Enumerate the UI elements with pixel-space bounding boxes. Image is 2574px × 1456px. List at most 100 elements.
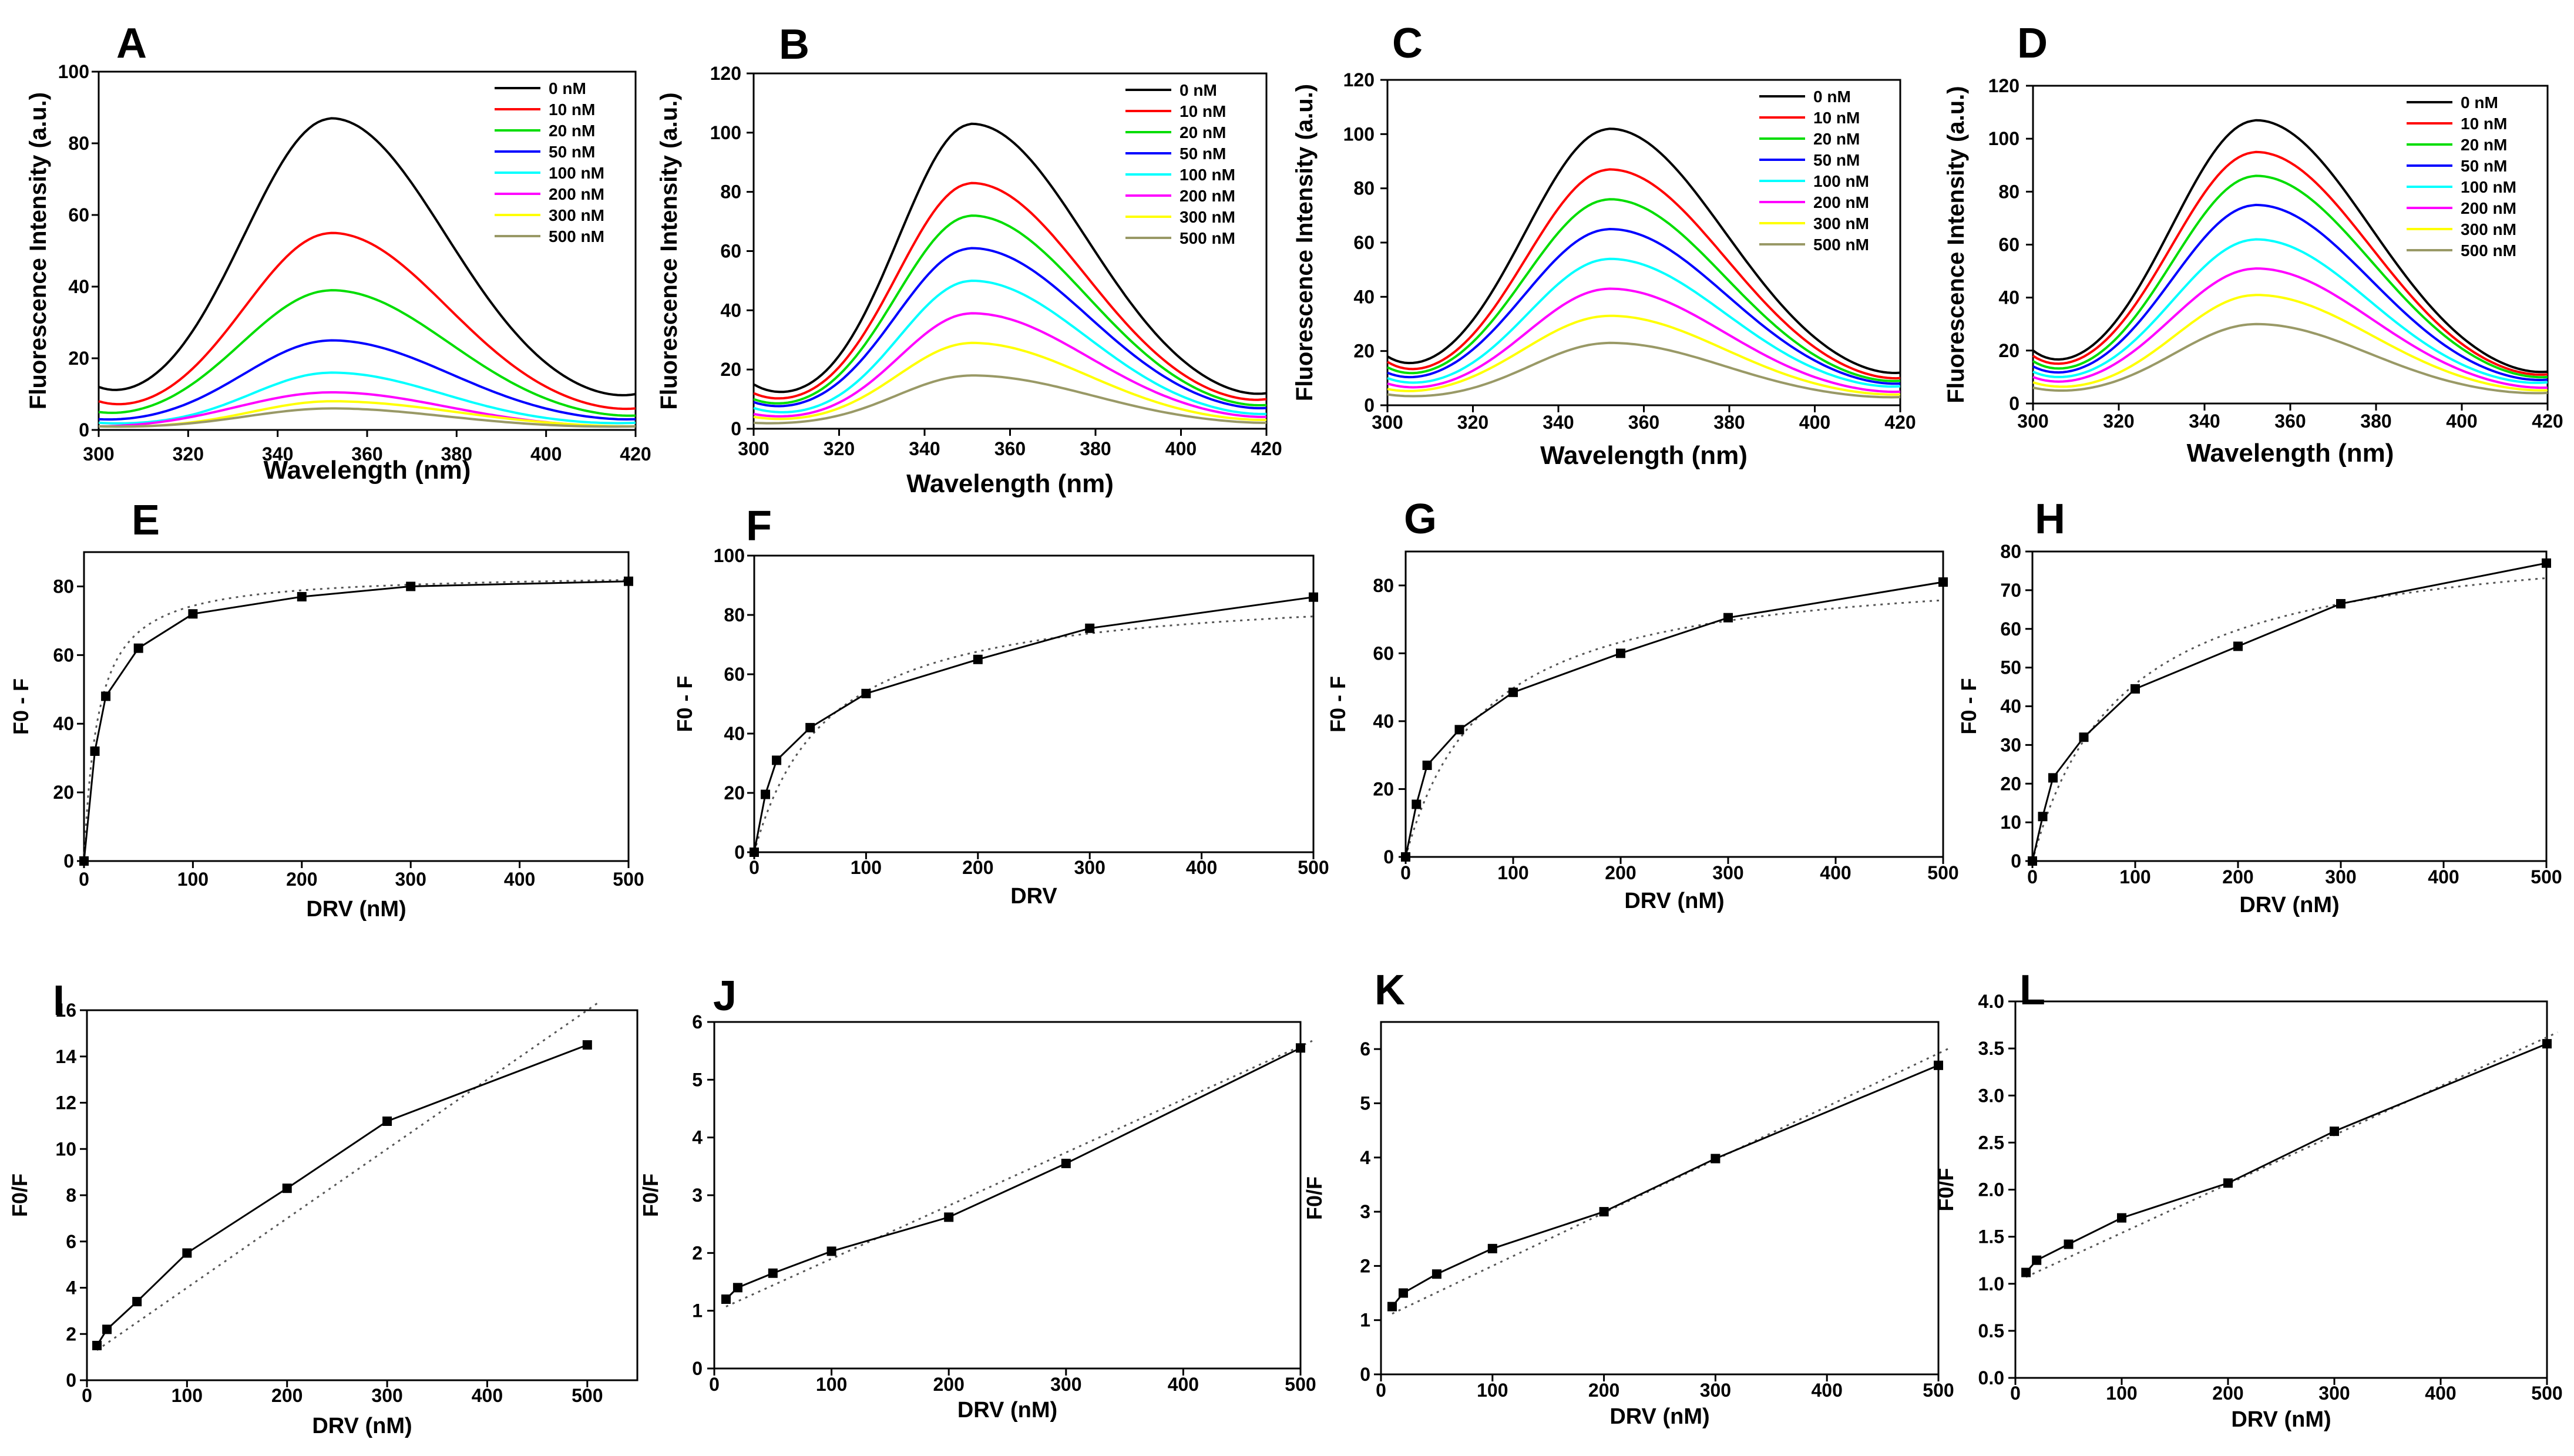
panel-label-l: L [2019,967,2045,1014]
series-line-300-nm [753,341,1266,421]
series-line-500-nm [98,407,636,428]
data-point [101,691,111,701]
data-point [1387,1302,1397,1312]
data-point [188,609,198,619]
panel-label-h: H [2035,496,2065,543]
panel-label-f: F [746,503,772,550]
y-tick-label: 100 [1988,128,2019,149]
y-tick-label: 60 [1353,232,1375,253]
x-tick-label: 0 [709,1374,720,1395]
panel-b: B 300 320 340 360 380 400 420 0 20 40 60 80 100 120 Wav… [656,21,1282,498]
y-tick-label: 80 [724,604,745,626]
legend-label: 0 nM [1813,88,1851,106]
panel-g: G 0 100 200 300 400 500 0 20 40 60 80 DRV (nM) F0 - F [1326,496,1959,913]
legend-label: 200 nM [1180,187,1235,205]
data-point [132,1297,142,1307]
data-point [382,1117,392,1126]
y-tick-label: 0 [2011,850,2021,872]
x-tick-label: 0 [2010,1383,2021,1404]
data-point [768,1268,778,1278]
legend-label: 0 nM [1180,81,1217,99]
series-line-20-nm [2032,174,2548,379]
data-point [1454,725,1464,735]
axes-frame [86,1009,639,1381]
series-line-10-nm [753,181,1267,401]
x-tick-label: 400 [472,1385,503,1406]
y-tick-label: 1.0 [1978,1273,2004,1294]
y-tick-label: 80 [1353,178,1375,199]
y-tick-label: 40 [724,723,745,744]
series-line-300-nm [2032,294,2548,392]
x-tick-label: 100 [851,857,882,878]
series-line-300-nm [98,400,636,428]
y-tick-label: 50 [2000,657,2021,678]
series-line-50-nm [753,247,1267,409]
legend-label: 10 nM [549,100,595,119]
data-point [750,848,759,857]
y-tick-label: 0 [66,1370,76,1391]
x-tick-label: 340 [909,438,940,459]
y-tick-label: 0 [734,842,745,863]
x-tick-label: 400 [1168,1374,1199,1395]
fit-curve [96,1002,598,1351]
x-tick-label: 0 [82,1385,92,1406]
x-tick-label: 400 [1165,438,1197,459]
x-tick-label: 500 [1298,857,1329,878]
legend-label: 20 nM [1180,123,1226,142]
y-tick-label: 20 [53,782,74,803]
x-tick-label: 400 [530,443,562,465]
data-point [1508,687,1518,697]
y-tick-label: 80 [1373,575,1394,596]
x-tick-label: 320 [2103,411,2134,432]
series-line-0-nm [98,117,636,396]
y-tick-label: 100 [710,122,741,143]
y-tick-label: 4 [66,1277,76,1299]
data-point [1309,592,1318,602]
y-tick-label: 6 [66,1231,76,1252]
data-point [2079,732,2089,742]
data-point [1401,852,1410,862]
y-tick-label: 3.5 [1978,1038,2004,1059]
y-tick-label: 16 [55,1000,76,1021]
y-axis-label: Fluorescence Intensity (a.u.) [1943,86,1969,403]
data-point [732,1283,742,1293]
x-tick-label: 360 [1628,412,1659,433]
x-tick-label: 500 [1285,1374,1316,1395]
x-tick-label: 420 [2532,411,2563,432]
y-tick-label: 120 [1988,75,2019,96]
fit-curve [1404,599,1944,858]
data-line [2031,562,2547,862]
y-tick-label: 1.5 [1978,1226,2004,1247]
data-line [1404,581,1944,858]
panel-label-c: C [1392,20,1423,67]
y-axis-label: F0/F [1302,1176,1326,1220]
legend-label: 100 nM [1180,166,1235,184]
y-tick-label: 5 [1360,1092,1370,1114]
y-axis-label: F0/F [639,1173,663,1217]
x-tick-label: 320 [1457,412,1488,433]
x-tick-label: 100 [177,869,209,890]
data-point [90,746,100,756]
y-tick-label: 40 [1353,286,1375,307]
data-point [582,1040,592,1050]
y-tick-label: 80 [720,181,741,203]
x-tick-label: 200 [1605,862,1636,883]
legend-label: 100 nM [1813,172,1869,190]
y-axis-label: F0/F [1934,1168,1958,1211]
x-tick-label: 400 [2446,411,2477,432]
x-tick-label: 500 [1927,862,1958,883]
data-point [772,755,782,765]
y-tick-label: 4 [1360,1147,1370,1168]
y-tick-label: 5 [692,1069,703,1090]
data-point [2038,812,2048,822]
y-tick-label: 60 [53,644,74,665]
x-axis-label: DRV (nM) [957,1398,1057,1423]
x-tick-label: 300 [83,443,114,465]
data-point [1616,648,1625,658]
legend-label: 300 nM [1180,208,1235,226]
data-point [1934,1060,1943,1070]
y-tick-label: 20 [1373,778,1394,799]
y-tick-label: 1 [1360,1310,1370,1331]
series-line-200-nm [753,312,1267,418]
